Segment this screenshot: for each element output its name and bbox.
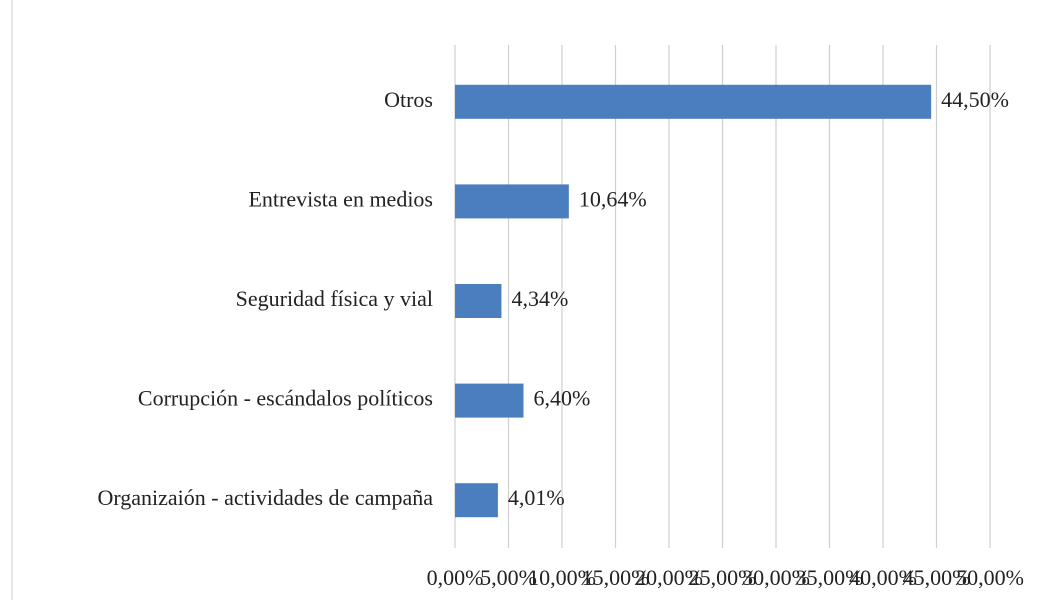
value-label: 4,34% — [511, 286, 568, 311]
x-tick-label: 45,00% — [903, 565, 971, 590]
x-tick-label: 35,00% — [796, 565, 864, 590]
value-label: 10,64% — [579, 186, 647, 211]
value-label: 6,40% — [533, 386, 590, 411]
value-label: 44,50% — [941, 87, 1009, 112]
category-label: Entrevista en medios — [248, 186, 433, 211]
value-label: 4,01% — [508, 485, 565, 510]
category-label: Otros — [384, 87, 433, 112]
bar — [455, 184, 569, 219]
x-tick-label: 40,00% — [849, 565, 917, 590]
x-tick-label: 0,00% — [427, 565, 484, 590]
x-tick-label: 25,00% — [689, 565, 757, 590]
bar — [455, 483, 498, 518]
bar — [455, 84, 932, 119]
x-tick-label: 15,00% — [582, 565, 650, 590]
x-tick-label: 20,00% — [635, 565, 703, 590]
x-tick-label: 30,00% — [742, 565, 810, 590]
bar — [455, 383, 524, 418]
x-tick-label: 5,00% — [480, 565, 537, 590]
category-label: Organizaión - actividades de campaña — [97, 485, 433, 510]
x-tick-label: 10,00% — [528, 565, 596, 590]
x-tick-label: 50,00% — [956, 565, 1024, 590]
bar — [455, 284, 502, 318]
category-label: Seguridad física y vial — [236, 286, 433, 311]
category-label: Corrupción - escándalos políticos — [138, 386, 433, 411]
